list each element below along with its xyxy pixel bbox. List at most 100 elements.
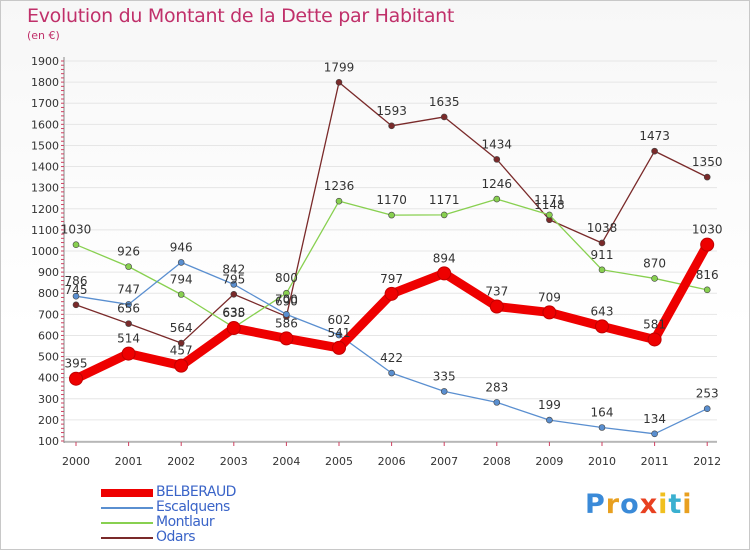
y-tick-label: 1800: [31, 76, 59, 89]
y-tick-label: 1100: [31, 224, 59, 237]
data-label: 335: [433, 369, 456, 383]
logo-letter: P: [585, 489, 606, 520]
legend-item-belberaud: BELBERAUD: [101, 484, 321, 501]
data-label: 1246: [482, 177, 513, 191]
x-tick-label: 2012: [693, 455, 721, 468]
x-tick-label: 2006: [378, 455, 406, 468]
y-tick-label: 1700: [31, 97, 59, 110]
data-point-escalquens: [177, 259, 185, 266]
data-label: 1148: [534, 198, 565, 212]
y-tick-label: 900: [38, 266, 59, 279]
data-label: 926: [117, 245, 140, 259]
data-point-montlaur: [72, 241, 80, 248]
data-point-escalquens: [546, 416, 553, 424]
data-point-odars: [388, 122, 395, 130]
y-tick-label: 1300: [31, 182, 59, 195]
data-label: 745: [65, 283, 88, 297]
data-label: 586: [275, 316, 298, 330]
data-point-belberaud: [542, 305, 557, 320]
data-label: 911: [591, 248, 614, 262]
data-label: 643: [591, 304, 614, 318]
data-point-montlaur: [388, 211, 395, 219]
legend-label: BELBERAUD: [156, 484, 236, 500]
x-tick-label: 2001: [115, 455, 143, 468]
data-label: 1171: [429, 193, 460, 207]
data-point-montlaur: [651, 275, 658, 282]
x-tick-label: 2004: [272, 455, 300, 468]
data-point-montlaur: [177, 291, 185, 298]
data-point-odars: [440, 113, 448, 121]
data-label: 1350: [692, 155, 723, 169]
data-label: 797: [380, 272, 403, 286]
legend-swatch: [101, 507, 153, 509]
data-point-escalquens: [230, 281, 238, 288]
data-label: 602: [328, 313, 351, 327]
data-point-belberaud: [437, 266, 452, 281]
data-point-belberaud: [332, 340, 346, 355]
data-label: 581: [643, 317, 666, 331]
data-label: 795: [222, 272, 245, 286]
data-label: 422: [380, 351, 403, 365]
x-tick-label: 2005: [325, 455, 353, 468]
data-point-escalquens: [651, 430, 658, 438]
legend-item-montlaur: Montlaur: [101, 514, 321, 531]
y-tick-label: 500: [38, 351, 59, 364]
data-label: 1170: [376, 193, 407, 207]
data-point-escalquens: [335, 331, 343, 339]
data-point-escalquens: [283, 311, 290, 318]
data-point-belberaud: [700, 237, 715, 252]
data-point-odars: [598, 239, 606, 247]
x-tick-label: 2000: [62, 455, 90, 468]
data-point-belberaud: [595, 319, 609, 334]
y-tick-label: 200: [38, 414, 59, 427]
data-point-montlaur: [493, 195, 501, 203]
data-label: 794: [170, 272, 193, 286]
data-label: 1635: [429, 95, 460, 109]
data-label: 164: [591, 405, 614, 419]
data-label: 1593: [376, 104, 407, 118]
data-point-montlaur: [335, 197, 343, 205]
data-label: 253: [696, 387, 719, 401]
data-point-montlaur: [703, 286, 711, 294]
data-label: 1171: [534, 193, 565, 207]
data-point-odars: [72, 301, 80, 309]
data-point-belberaud: [121, 346, 136, 361]
data-point-odars: [493, 156, 501, 163]
legend-item-escalquens: Escalquens: [101, 499, 321, 516]
logo-letter: o: [620, 489, 640, 520]
data-label: 816: [696, 268, 719, 282]
y-tick-label: 100: [38, 435, 59, 448]
chart-title: Evolution du Montant de la Dette par Hab…: [27, 5, 455, 27]
data-label: 894: [433, 251, 456, 265]
data-point-montlaur: [440, 211, 448, 219]
data-label: 395: [65, 357, 88, 371]
data-label: 700: [275, 292, 298, 306]
x-tick-label: 2007: [430, 455, 458, 468]
data-label: 737: [485, 285, 508, 299]
data-label: 638: [222, 305, 245, 319]
legend-swatch: [101, 537, 153, 539]
data-point-escalquens: [72, 292, 80, 300]
x-tick-label: 2008: [483, 455, 511, 468]
data-point-belberaud: [489, 299, 504, 314]
data-label: 1030: [61, 223, 92, 237]
data-label: 1434: [482, 137, 513, 151]
data-point-escalquens: [493, 399, 501, 406]
data-label: 635: [222, 306, 245, 320]
x-tick-label: 2003: [220, 455, 248, 468]
data-point-odars: [651, 147, 658, 155]
data-label: 870: [643, 256, 666, 270]
data-point-odars: [177, 339, 185, 347]
y-tick-label: 1600: [31, 118, 59, 131]
data-label: 564: [170, 321, 193, 335]
legend-label: Montlaur: [156, 514, 215, 530]
data-label: 1799: [324, 60, 355, 74]
x-tick-label: 2009: [535, 455, 563, 468]
data-label: 1473: [639, 129, 670, 143]
data-label: 1030: [692, 223, 723, 237]
data-point-escalquens: [598, 424, 606, 431]
data-point-montlaur: [283, 289, 290, 297]
data-point-belberaud: [279, 331, 294, 346]
legend-swatch: [101, 489, 153, 497]
